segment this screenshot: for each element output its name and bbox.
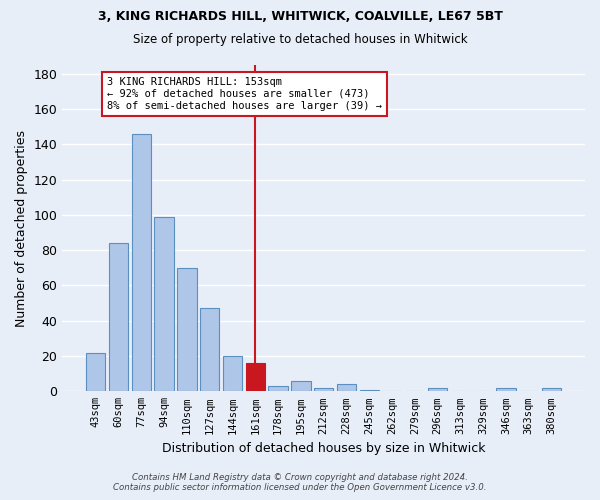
Bar bbox=[154, 216, 174, 392]
Text: Contains HM Land Registry data © Crown copyright and database right 2024.
Contai: Contains HM Land Registry data © Crown c… bbox=[113, 473, 487, 492]
X-axis label: Distribution of detached houses by size in Whitwick: Distribution of detached houses by size … bbox=[162, 442, 485, 455]
Bar bbox=[314, 388, 334, 392]
Bar bbox=[428, 388, 447, 392]
Bar bbox=[268, 386, 288, 392]
Bar bbox=[245, 363, 265, 392]
Bar bbox=[337, 384, 356, 392]
Bar bbox=[131, 134, 151, 392]
Bar bbox=[542, 388, 561, 392]
Bar bbox=[200, 308, 220, 392]
Bar bbox=[223, 356, 242, 392]
Bar bbox=[109, 243, 128, 392]
Text: Size of property relative to detached houses in Whitwick: Size of property relative to detached ho… bbox=[133, 32, 467, 46]
Bar bbox=[86, 352, 106, 392]
Text: 3, KING RICHARDS HILL, WHITWICK, COALVILLE, LE67 5BT: 3, KING RICHARDS HILL, WHITWICK, COALVIL… bbox=[98, 10, 502, 23]
Bar bbox=[496, 388, 515, 392]
Bar bbox=[291, 380, 311, 392]
Bar bbox=[177, 268, 197, 392]
Bar bbox=[359, 390, 379, 392]
Text: 3 KING RICHARDS HILL: 153sqm
← 92% of detached houses are smaller (473)
8% of se: 3 KING RICHARDS HILL: 153sqm ← 92% of de… bbox=[107, 78, 382, 110]
Y-axis label: Number of detached properties: Number of detached properties bbox=[15, 130, 28, 326]
